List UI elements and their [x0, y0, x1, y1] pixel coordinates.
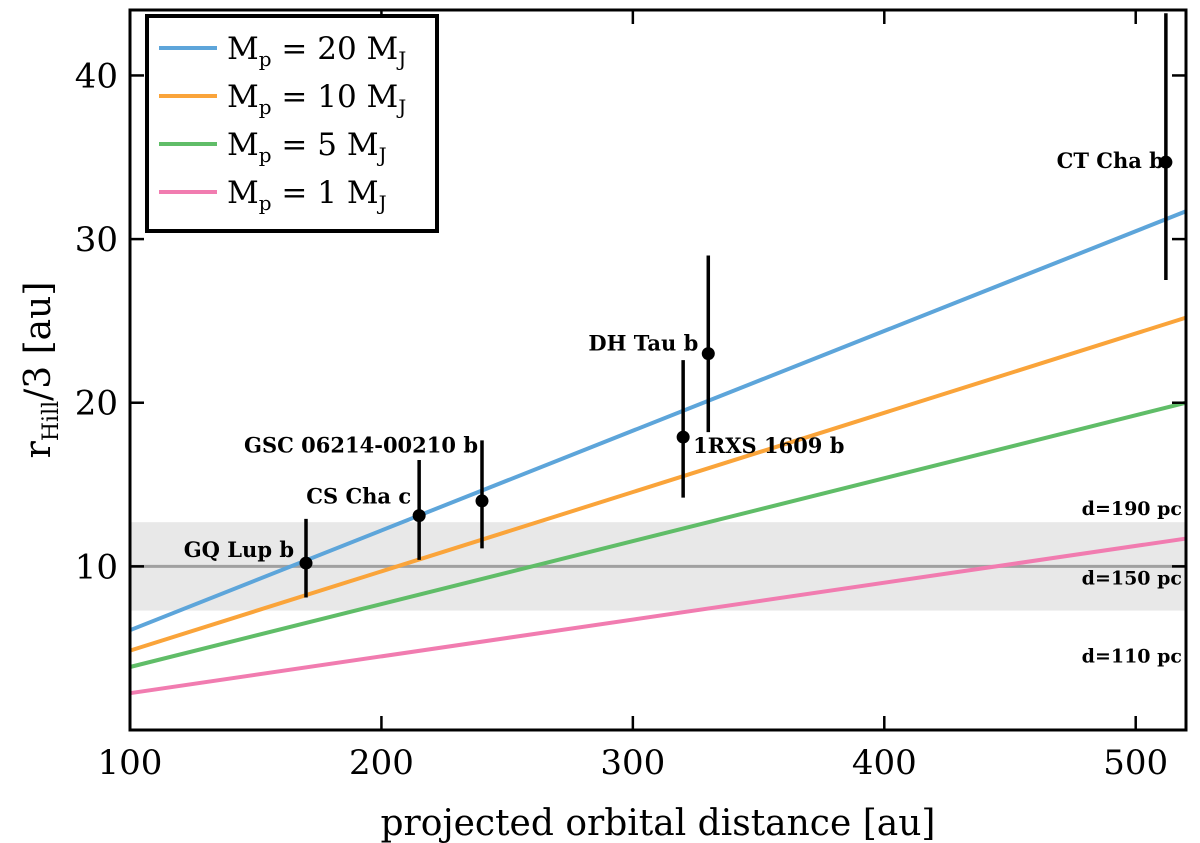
distance-label: d=190 pc: [1082, 498, 1182, 520]
distance-band-layer: d=190 pc d=150 pc d=110 pc: [130, 498, 1186, 668]
data-point: [299, 556, 313, 570]
data-point: [412, 509, 426, 523]
legend-label-sub: p: [259, 191, 272, 215]
x-tick-label: 100: [98, 743, 163, 783]
legend-label-mass: = 5: [272, 127, 347, 163]
y-tick-label: 40: [75, 56, 118, 96]
x-tick-label: 500: [1103, 743, 1168, 783]
distance-label: d=110 pc: [1082, 646, 1182, 668]
data-point: [475, 494, 489, 508]
legend-label-mass: = 10: [272, 79, 367, 115]
legend-label: Mp = 5 MJ: [227, 127, 387, 167]
legend-label-unit-sub: J: [396, 47, 406, 71]
legend-label-mass: = 1: [272, 175, 347, 211]
planet-points-layer: GQ Lup b CS Cha c GSC 06214-00210 b 1RXS 16…: [184, 13, 1173, 598]
point-label: GQ Lup b: [184, 537, 294, 562]
y-axis-title: rHill/3 [au]: [18, 282, 64, 459]
legend-label-unit-sub: J: [396, 95, 406, 119]
legend-label: Mp = 20 MJ: [227, 31, 406, 71]
axes-layer: 100 200 300 400 500 10 20 30 40 projected orbital…: [18, 8, 1188, 843]
legend-box: [145, 14, 439, 233]
x-tick-label: 200: [349, 743, 414, 783]
legend-label-unit: M: [347, 175, 379, 211]
plot-frame: [128, 8, 1188, 732]
legend-label-sub: p: [259, 47, 272, 71]
legend-label-m: M: [227, 79, 259, 115]
legend-label: Mp = 1 MJ: [227, 175, 387, 215]
data-point: [1159, 155, 1173, 169]
legend-label: Mp = 10 MJ: [227, 79, 406, 119]
series-line: [129, 400, 1187, 669]
y-tick-label: 10: [75, 547, 118, 587]
point-label: GSC 06214-00210 b: [244, 433, 478, 458]
point-label: CS Cha c: [306, 484, 411, 509]
distance-label: d=150 pc: [1082, 567, 1182, 589]
legend-label-m: M: [227, 127, 259, 163]
x-axis-title: projected orbital distance [au]: [381, 803, 936, 843]
point-label: 1RXS 1609 b: [693, 433, 844, 458]
series-line: [129, 536, 1187, 696]
legend-label-m: M: [227, 175, 259, 211]
legend-label-sub: p: [259, 95, 272, 119]
legend-label-m: M: [227, 31, 259, 67]
x-tick-label: 400: [852, 743, 917, 783]
y-axis-title-sub: Hill: [39, 401, 64, 441]
y-tick-label: 20: [75, 384, 118, 424]
data-point: [676, 430, 690, 444]
legend-label-sub: p: [259, 143, 272, 167]
legend-label-unit-sub: J: [377, 143, 387, 167]
data-point: [701, 347, 715, 361]
legend-label-unit: M: [367, 79, 399, 115]
point-label: CT Cha b: [1057, 148, 1164, 173]
legend-label-mass: = 20: [272, 31, 367, 67]
legend-label-unit: M: [367, 31, 399, 67]
y-tick-label: 30: [75, 220, 118, 260]
y-axis-title-rest: /3 [au]: [18, 282, 59, 401]
legend-label-unit-sub: J: [377, 191, 387, 215]
y-axis-title-main: r: [18, 440, 59, 458]
x-tick-label: 300: [600, 743, 665, 783]
legend-label-unit: M: [347, 127, 379, 163]
point-label: DH Tau b: [588, 331, 698, 356]
